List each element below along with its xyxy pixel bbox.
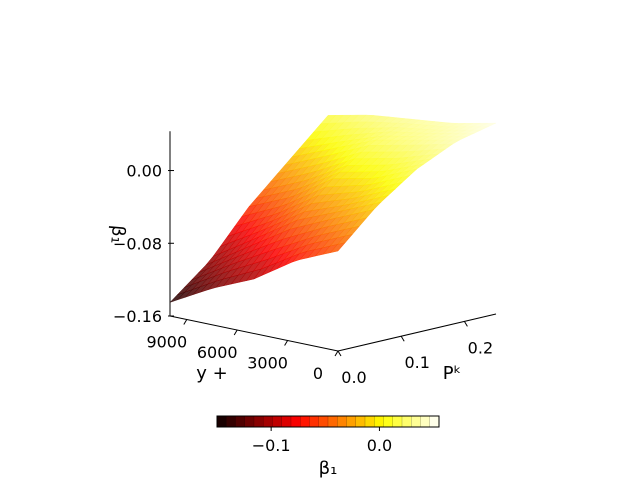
colorbar-tick-label: −0.1 bbox=[252, 436, 291, 455]
surface-mesh bbox=[169, 114, 497, 303]
colorbar-segment bbox=[217, 416, 227, 427]
colorbar-segment bbox=[244, 416, 255, 427]
z-tick-label: −0.08 bbox=[113, 234, 162, 253]
y-tick-label: 3000 bbox=[247, 354, 288, 373]
colorbar-segment bbox=[318, 416, 329, 427]
colorbar-segment bbox=[254, 416, 264, 427]
colorbar: −0.1 0.0 bbox=[216, 415, 440, 455]
x-tick-label: 0.0 bbox=[341, 368, 366, 387]
y-tick-mark bbox=[233, 329, 238, 336]
colorbar-segment bbox=[300, 416, 310, 427]
surface-facet bbox=[481, 122, 497, 127]
colorbar-segment bbox=[383, 416, 394, 427]
x-tick-mark bbox=[400, 335, 405, 342]
z-tick-label: 0.00 bbox=[126, 162, 162, 181]
colorbar-segment bbox=[355, 416, 366, 427]
x-axis-line bbox=[337, 313, 497, 352]
y-tick-mark bbox=[284, 340, 289, 346]
colorbar-segment bbox=[365, 416, 375, 427]
colorbar-segment bbox=[226, 416, 236, 427]
colorbar-tick-label: 0.0 bbox=[367, 436, 392, 455]
colorbar-segment bbox=[235, 416, 246, 427]
colorbar-segment bbox=[346, 416, 357, 427]
colorbar-label: β₁ bbox=[319, 458, 338, 479]
y-tick-mark bbox=[183, 319, 188, 325]
colorbar-segment bbox=[337, 416, 347, 427]
colorbar-segment bbox=[374, 416, 384, 427]
x-tick-label: 0.1 bbox=[404, 353, 429, 372]
y-axis-line bbox=[169, 315, 339, 352]
y-tick-label: 9000 bbox=[146, 333, 187, 352]
y-tick-mark bbox=[334, 350, 339, 357]
x-tick-mark bbox=[463, 321, 468, 327]
colorbar-segment bbox=[402, 416, 412, 427]
y-axis-label: y + bbox=[196, 363, 227, 384]
z-tick-label: −0.16 bbox=[113, 307, 162, 326]
colorbar-frame bbox=[216, 415, 440, 428]
colorbar-segment bbox=[281, 416, 292, 427]
colorbar-segment bbox=[429, 416, 440, 427]
colorbar-segment bbox=[263, 416, 273, 427]
colorbar-segment bbox=[291, 416, 301, 427]
x-axis-label: Pᵏ bbox=[443, 363, 462, 384]
x-tick-mark bbox=[337, 350, 342, 357]
colorbar-segment bbox=[328, 416, 338, 427]
colorbar-segment bbox=[309, 416, 320, 427]
colorbar-segment bbox=[420, 416, 431, 427]
axis-ticks: −0.16 −0.08 0.00 0 3000 6000 9000 0.0 0.1 0.2 bbox=[113, 162, 493, 387]
z-axis-label: β₁ bbox=[106, 224, 129, 244]
axes-frame bbox=[169, 131, 497, 352]
colorbar-segment bbox=[411, 416, 421, 427]
colorbar-segment bbox=[392, 416, 403, 427]
y-tick-label: 0 bbox=[313, 364, 323, 383]
x-tick-label: 0.2 bbox=[468, 338, 493, 357]
y-tick-label: 6000 bbox=[197, 343, 238, 362]
colorbar-segment bbox=[272, 416, 283, 427]
